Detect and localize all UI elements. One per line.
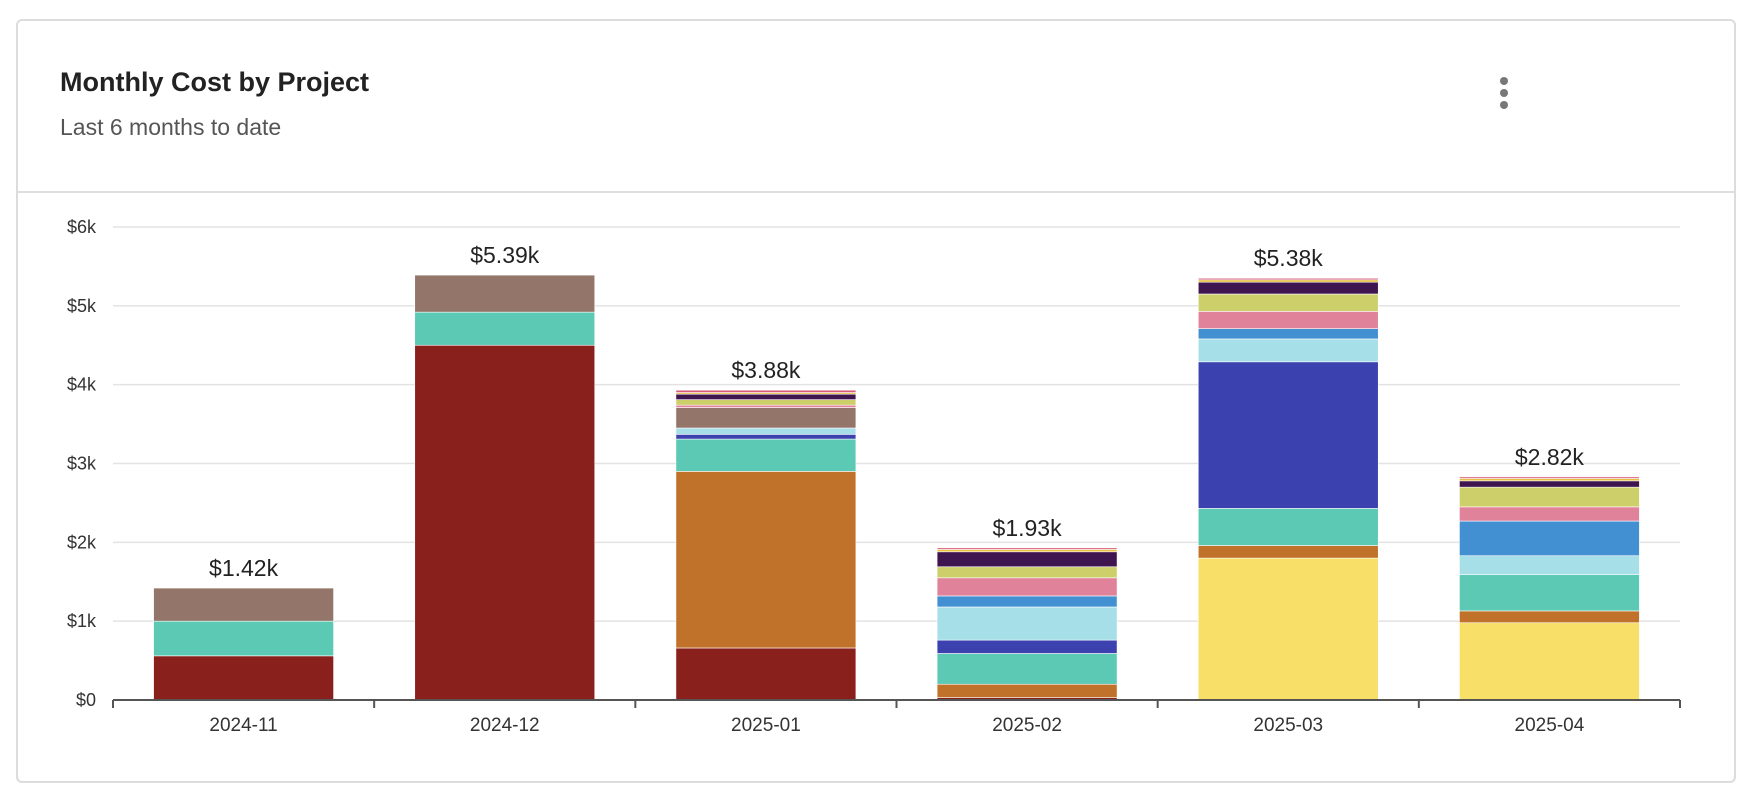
- bar-segment: [1197, 328, 1379, 340]
- bar-segment: [936, 577, 1118, 597]
- x-tick-label: 2024-11: [209, 715, 277, 736]
- bar-segment: [936, 549, 1118, 553]
- bar-segment: [1459, 478, 1640, 482]
- bar-segment: [675, 438, 857, 472]
- bar-segment: [1197, 361, 1379, 509]
- y-tick-label: $4k: [67, 375, 97, 395]
- bar-segment: [675, 407, 857, 429]
- x-tick-label: 2025-03: [1253, 715, 1323, 736]
- y-tick-label: $2k: [67, 532, 97, 552]
- bar-segment: [936, 653, 1118, 685]
- more-options-button[interactable]: [1470, 71, 1510, 121]
- bar-segment: [1459, 486, 1640, 508]
- bar-total-label: $1.93k: [993, 515, 1063, 541]
- bar-segment: [675, 434, 857, 440]
- chart-title: Monthly Cost by Project: [60, 67, 370, 97]
- bar-segment: [1197, 293, 1379, 312]
- bar-total-label: $3.88k: [731, 357, 801, 383]
- y-tick-label: $0: [76, 690, 96, 710]
- bar-segment: [414, 344, 596, 701]
- bar-segment: [153, 587, 334, 622]
- bar-segment: [675, 471, 857, 649]
- bar-segment: [1459, 506, 1640, 522]
- y-tick-label: $3k: [67, 454, 97, 474]
- bar-segment: [675, 399, 857, 406]
- bar-segment: [1459, 520, 1640, 557]
- bar-segment: [1459, 610, 1640, 624]
- chart-subtitle: Last 6 months to date: [60, 114, 282, 140]
- bar-segment: [153, 655, 334, 701]
- bar-segment: [1459, 574, 1640, 612]
- bar-segment: [1197, 281, 1379, 295]
- bar-segment: [1197, 311, 1379, 329]
- bar-segment: [1197, 279, 1379, 283]
- bar-segment: [1459, 622, 1640, 701]
- bar-segment: [1197, 277, 1379, 281]
- bar-segment: [1197, 508, 1379, 546]
- bar-total-label: $2.82k: [1515, 444, 1585, 470]
- bar-segment: [1459, 555, 1640, 575]
- x-tick-label: 2025-04: [1515, 715, 1585, 736]
- y-tick-label: $1k: [67, 611, 97, 631]
- x-tick-label: 2024-12: [470, 715, 540, 736]
- bar-segment: [936, 683, 1118, 698]
- bar-segment: [936, 606, 1118, 641]
- bar-segment: [675, 647, 857, 701]
- bar-segment: [675, 393, 857, 400]
- bar-total-label: $5.38k: [1254, 245, 1324, 271]
- x-tick-label: 2025-02: [992, 715, 1062, 736]
- bar-segment: [936, 639, 1118, 654]
- x-tick-label: 2025-01: [731, 715, 801, 736]
- bar-segment: [153, 620, 334, 657]
- bar-segment: [675, 389, 857, 393]
- bar-total-label: $5.39k: [470, 242, 540, 268]
- bar-segment: [1459, 480, 1640, 488]
- bar-total-label: $1.42k: [209, 555, 279, 581]
- bar-segment: [675, 404, 857, 408]
- bar-segment: [1197, 545, 1379, 559]
- bar-segment: [1197, 557, 1379, 701]
- bar-segment: [675, 427, 857, 435]
- y-tick-label: $6k: [67, 217, 97, 237]
- card-header: Monthly Cost by Project Last 6 months to…: [18, 21, 1734, 193]
- bar-segment: [414, 311, 596, 346]
- more-vertical-icon: [1500, 77, 1508, 109]
- y-tick-label: $5k: [67, 296, 97, 316]
- bar-segment: [936, 595, 1118, 608]
- bar-segment: [936, 551, 1118, 568]
- bar-segment: [414, 274, 596, 313]
- bar-segment: [1459, 476, 1640, 479]
- bar-segment: [936, 547, 1118, 550]
- bar-segment: [936, 566, 1118, 579]
- bar-segment: [1197, 338, 1379, 363]
